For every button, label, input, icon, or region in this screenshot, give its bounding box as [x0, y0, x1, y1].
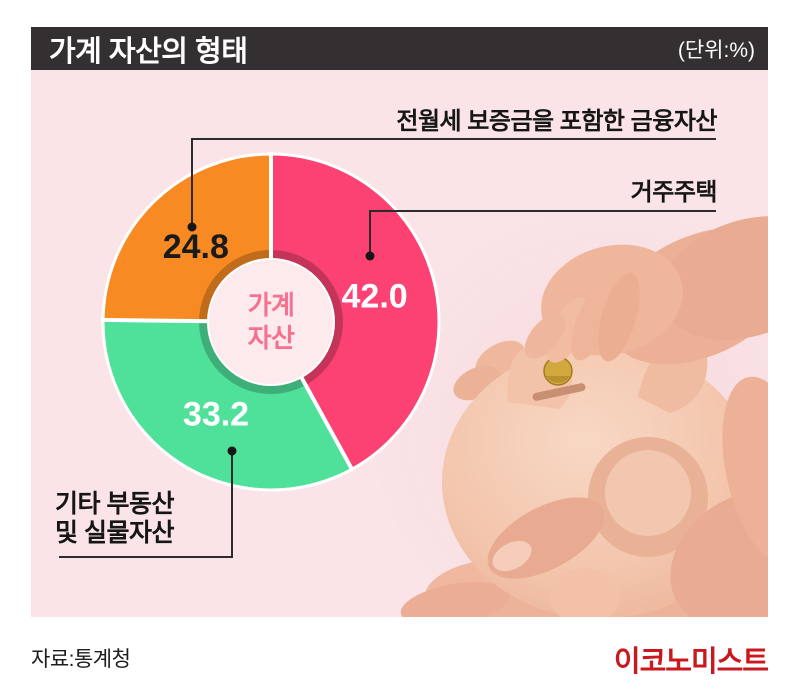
segment-separator-1: [297, 372, 355, 472]
title-bar: 가계 자산의 형태 (단위:%): [31, 27, 768, 70]
donut-segment-2: [103, 153, 271, 322]
coin-slot: [532, 383, 586, 401]
bottom-hand-forearm: [670, 376, 768, 617]
publisher-logo: 이코노미스트: [613, 646, 769, 678]
segment-separator-2: [100, 317, 213, 324]
leader-dot-residential-house: [365, 251, 375, 261]
label-financial-assets: 전월세 보증금을 포함한 금융자산: [396, 108, 717, 135]
segment-value-labels: 42.0 33.2 24.8: [163, 228, 408, 434]
label-residential-house: 거주주택: [630, 179, 718, 206]
segment-value-1: 33.2: [183, 396, 249, 434]
segment-value-2: 24.8: [163, 228, 229, 266]
leader-line-residential-house: [369, 210, 716, 253]
page-title: 가계 자산의 형태: [49, 35, 248, 68]
segment-value-0: 42.0: [342, 277, 408, 315]
leader-lines: [59, 138, 716, 558]
donut-center-label: 가계 자산: [247, 290, 295, 353]
segment-separators: [100, 152, 355, 472]
unit-label: (단위:%): [677, 38, 755, 62]
pig-front-leg: [549, 568, 621, 617]
donut-chart: [102, 153, 439, 490]
leader-dot-other-real-assets: [227, 446, 237, 456]
front-thumb: [487, 497, 605, 579]
piggy-bank-photo: [370, 205, 768, 617]
source-credit: 자료:통계청: [31, 648, 131, 671]
donut-center: [207, 258, 335, 386]
top-hand: [524, 216, 768, 365]
leader-dots: [187, 222, 375, 456]
donut-segment-1: [102, 319, 352, 490]
leader-dot-financial-assets: [187, 222, 197, 232]
donut-segment-0: [271, 154, 439, 470]
label-other-real-assets: 기타 부동산 및 실물자산: [55, 490, 174, 547]
donut-outer-ring: [101, 152, 441, 492]
leader-line-other-real-assets: [59, 454, 233, 558]
leader-line-financial-assets: [191, 138, 716, 224]
